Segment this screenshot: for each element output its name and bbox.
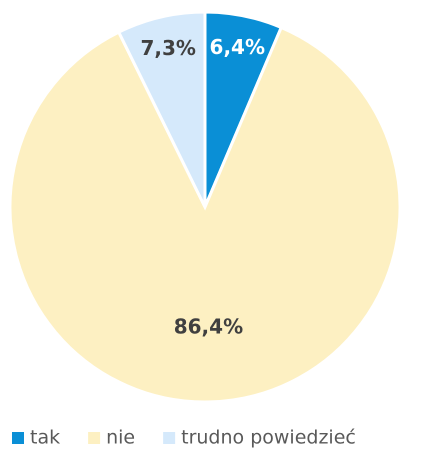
legend-label: trudno powiedzieć — [181, 427, 356, 449]
legend-label: tak — [30, 427, 60, 449]
data-label: 86,4% — [174, 314, 243, 338]
legend-swatch — [88, 432, 101, 444]
pie-slice — [8, 25, 402, 404]
legend-label: nie — [106, 427, 135, 449]
pie-slice — [116, 10, 207, 208]
data-label: 6,4% — [210, 35, 265, 59]
data-label: 7,3% — [141, 36, 196, 60]
legend-swatch — [12, 432, 24, 444]
legend-swatch — [163, 432, 176, 444]
